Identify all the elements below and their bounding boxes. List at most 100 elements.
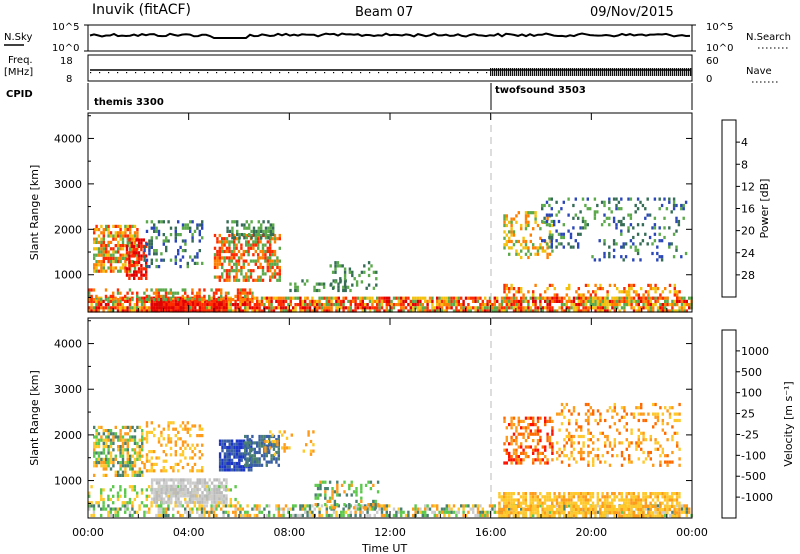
heatmap-cell (102, 260, 105, 264)
heatmap-cell (148, 252, 151, 256)
heatmap-cell (666, 508, 669, 512)
heatmap-cell (625, 495, 628, 499)
heatmap-cell (284, 309, 288, 313)
heatmap-cell (556, 457, 559, 461)
heatmap-cell (527, 223, 530, 228)
heatmap-cell (218, 306, 221, 310)
heatmap-cell (596, 299, 600, 303)
heatmap-cell (237, 269, 241, 273)
heatmap-cell (428, 299, 432, 303)
heatmap-cell (570, 501, 573, 505)
heatmap-cell (678, 511, 681, 515)
heatmap-cell (319, 487, 322, 491)
heatmap-cell (330, 306, 333, 310)
heatmap-cell (556, 450, 559, 455)
heatmap-cell (167, 239, 170, 243)
heatmap-cell (131, 501, 134, 505)
heatmap-cell (606, 434, 609, 439)
heatmap-cell (133, 448, 137, 452)
heatmap-cell (153, 226, 156, 230)
heatmap-cell (160, 443, 163, 447)
heatmap-cell (234, 299, 237, 303)
heatmap-cell (292, 513, 295, 518)
heatmap-cell (625, 290, 628, 294)
heatmap-cell (248, 288, 252, 292)
heatmap-cell (512, 233, 516, 237)
heatmap-cell (109, 461, 113, 465)
heatmap-cell (539, 236, 542, 240)
heatmap-cell (102, 467, 105, 471)
heatmap-cell (512, 416, 516, 420)
heatmap-cell (612, 219, 616, 224)
heatmap-cell (307, 430, 310, 434)
heatmap-cell (577, 232, 580, 236)
heatmap-cell (500, 508, 503, 512)
heatmap-cell (126, 454, 129, 458)
heatmap-cell (572, 203, 575, 208)
heatmap-cell (265, 463, 268, 467)
heatmap-cell (517, 423, 520, 427)
heatmap-cell (412, 507, 415, 511)
heatmap-cell (481, 510, 484, 514)
heatmap-cell (107, 266, 110, 270)
heatmap-cell (632, 296, 636, 300)
heatmap-cell (600, 223, 604, 227)
heatmap-cell (162, 233, 165, 237)
heatmap-cell (303, 282, 307, 286)
heatmap-cell (656, 309, 660, 313)
heatmap-cell (544, 423, 547, 427)
heatmap-cell (276, 237, 279, 241)
heatmap-cell (308, 507, 312, 511)
heatmap-cell (551, 419, 554, 423)
heatmap-cell (100, 299, 103, 303)
heatmap-cell (158, 491, 161, 495)
heatmap-cell (505, 451, 508, 455)
heatmap-cell (215, 504, 218, 508)
heatmap-cell (357, 503, 361, 507)
heatmap-cell (603, 213, 606, 217)
heatmap-cell (448, 507, 451, 511)
heatmap-cell (282, 296, 285, 300)
heatmap-cell (225, 487, 228, 492)
heatmap-cell (649, 501, 652, 505)
heatmap-cell (309, 439, 313, 444)
heatmap-cell (400, 510, 403, 514)
heatmap-cell (627, 492, 631, 496)
heatmap-cell (269, 249, 272, 254)
heatmap-cell (563, 507, 566, 511)
heatmap-cell (172, 306, 175, 310)
heatmap-cell (572, 299, 576, 303)
heatmap-cell (575, 418, 578, 423)
heatmap-cell (572, 508, 575, 512)
heatmap-cell (283, 430, 286, 434)
heatmap-cell (640, 287, 643, 291)
heatmap-cell (644, 498, 647, 502)
heatmap-cell (550, 207, 553, 211)
heatmap-cell (524, 514, 527, 518)
heatmap-cell (431, 303, 434, 307)
heatmap-cell (198, 456, 201, 460)
heatmap-cell (145, 437, 149, 441)
heatmap-cell (143, 296, 146, 300)
heatmap-cell (220, 494, 223, 498)
heatmap-cell (277, 434, 280, 439)
heatmap-cell (167, 306, 171, 310)
heatmap-cell (536, 249, 540, 253)
heatmap-cell (227, 504, 230, 508)
heatmap-cell (95, 309, 98, 313)
heatmap-cell (277, 447, 280, 451)
heatmap-cell (656, 504, 660, 508)
heatmap-cell (462, 507, 465, 511)
heatmap-cell (97, 260, 101, 264)
heatmap-cell (570, 299, 573, 303)
heatmap-cell (360, 280, 364, 284)
heatmap-cell (191, 299, 195, 303)
heatmap-cell (124, 296, 127, 300)
heatmap-cell (236, 306, 240, 310)
heatmap-cell (160, 500, 163, 504)
heatmap-cell (143, 513, 146, 518)
heatmap-cell (153, 249, 156, 253)
heatmap-cell (635, 498, 638, 502)
heatmap-cell (153, 302, 156, 307)
heatmap-cell (563, 495, 566, 499)
